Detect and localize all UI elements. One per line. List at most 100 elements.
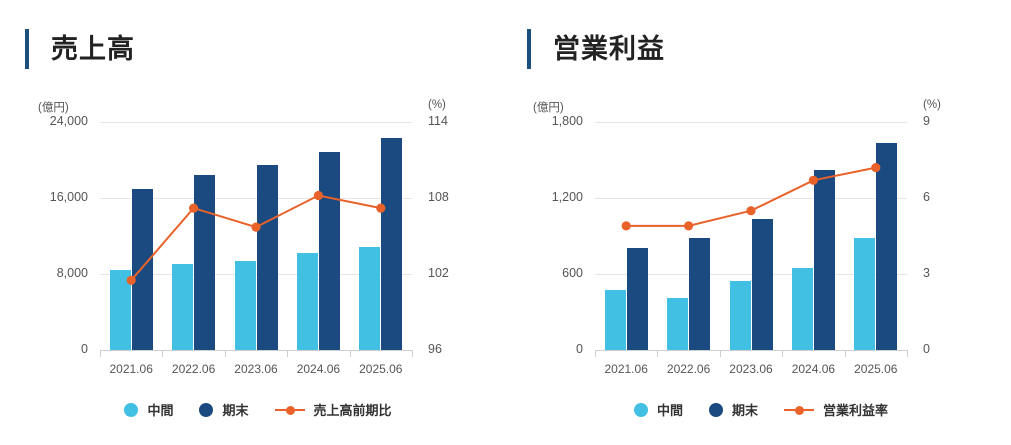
- y2-axis-tick-label: 6: [923, 190, 930, 204]
- legend-item[interactable]: 期末: [708, 400, 758, 419]
- legend-line-marker-icon: [274, 403, 305, 417]
- line-data-point: [684, 221, 694, 231]
- x-axis-baseline: [595, 350, 907, 351]
- bar-full-year: [627, 248, 648, 350]
- panel-header-operating-profit: 営業利益: [527, 27, 665, 71]
- gridline: [595, 122, 907, 123]
- y-axis-tick-label: 600: [562, 266, 583, 280]
- legend-dot-mid-icon: [124, 402, 139, 417]
- x-axis-tick: [350, 350, 351, 357]
- chart-panel-sales: 売上高 (億円) (%) 0 96 8,000 102 16,000 108 24,000 114…: [0, 0, 505, 445]
- accent-bar-icon: [527, 29, 531, 69]
- x-axis-tick: [100, 350, 101, 357]
- bar-mid-period: [235, 261, 256, 350]
- x-axis-baseline: [100, 350, 412, 351]
- gridline: [595, 274, 907, 275]
- legend-dot-end-icon: [708, 402, 723, 417]
- bar-full-year: [689, 238, 710, 350]
- x-axis-tick-label: 2025.06: [854, 362, 898, 376]
- gridline: [100, 122, 412, 123]
- y-axis-unit-left: (億円): [533, 102, 564, 114]
- legend-item-label: 営業利益率: [823, 403, 889, 418]
- bar-mid-period: [792, 268, 813, 350]
- x-axis-tick-label: 2022.06: [666, 362, 711, 376]
- bar-mid-period: [854, 238, 875, 350]
- x-axis-tick: [162, 350, 163, 357]
- x-axis-tick-label: 2024.06: [791, 362, 836, 376]
- x-axis-tick-label: 2021.06: [109, 362, 153, 376]
- x-axis-tick-label: 2023.06: [234, 362, 278, 376]
- panel-header-sales: 売上高: [25, 27, 135, 71]
- y2-axis-tick-label: 108: [428, 190, 449, 204]
- chart-panel-operating-profit: 営業利益 (億円) (%) 0 0 600 3 1,200 6 1,800 9 2021.06 202…: [505, 0, 1011, 445]
- page-title: 売上高: [51, 33, 135, 64]
- chart-plot-sales: (億円) (%) 0 96 8,000 102 16,000 108 24,000 114 2021…: [0, 0, 505, 445]
- y-axis-tick-label: 0: [576, 342, 583, 356]
- x-axis-tick-label: 2022.06: [171, 362, 216, 376]
- bar-mid-period: [110, 270, 131, 350]
- bar-mid-period: [297, 253, 318, 350]
- y2-axis-tick-label: 102: [428, 266, 449, 280]
- y2-axis-tick-label: 0: [923, 342, 930, 356]
- y2-axis-tick-label: 96: [428, 342, 442, 356]
- y-axis-unit-right: (%): [428, 99, 446, 111]
- legend-item-label: 期末: [731, 403, 758, 418]
- page-title: 営業利益: [553, 33, 665, 64]
- legend-dot-mid-icon: [633, 402, 648, 417]
- y2-axis-tick-label: 9: [923, 114, 930, 128]
- line-data-point: [746, 206, 756, 216]
- ratio-line-series: [126, 190, 386, 285]
- x-axis-tick-label: 2021.06: [604, 362, 648, 376]
- bar-full-year: [319, 152, 340, 350]
- legend-item-label: 売上高前期比: [313, 403, 392, 418]
- bar-mid-period: [667, 298, 688, 350]
- x-axis-tick-label: 2025.06: [359, 362, 403, 376]
- y-axis-unit-right: (%): [923, 99, 941, 111]
- legend-item-label: 期末: [222, 403, 249, 418]
- x-axis-tick: [782, 350, 783, 357]
- x-axis-tick: [657, 350, 658, 357]
- x-axis-tick-label: 2024.06: [296, 362, 341, 376]
- legend-item[interactable]: 中間: [633, 400, 683, 419]
- y-axis-tick-label: 1,200: [551, 190, 583, 204]
- legend-line-marker-icon: [784, 403, 814, 417]
- bar-mid-period: [605, 290, 626, 350]
- bar-mid-period: [730, 281, 751, 350]
- y-axis-unit-left: (億円): [38, 102, 69, 114]
- y-axis-tick-label: 0: [81, 342, 88, 356]
- chart-legend-sales: 中間 期末 売上高前期比: [92, 400, 424, 419]
- bar-full-year: [132, 189, 153, 350]
- x-axis-tick: [845, 350, 846, 357]
- accent-bar-icon: [25, 29, 29, 69]
- y-axis-tick-label: 16,000: [49, 190, 88, 204]
- bar-full-year: [752, 219, 773, 350]
- y-axis-tick-label: 24,000: [49, 114, 88, 128]
- chart-plot-operating-profit: (億円) (%) 0 0 600 3 1,200 6 1,800 9 2021.06 2022.06 2…: [505, 0, 1010, 445]
- x-axis-tick-label: 2023.06: [729, 362, 773, 376]
- y2-axis-tick-label: 3: [923, 266, 930, 280]
- y-axis-tick-label: 8,000: [56, 266, 88, 280]
- legend-dot-end-icon: [199, 402, 214, 417]
- bar-full-year: [876, 143, 897, 350]
- bar-mid-period: [172, 264, 193, 350]
- legend-item[interactable]: 営業利益率: [784, 400, 888, 419]
- bar-mid-period: [359, 247, 380, 350]
- x-axis-tick: [907, 350, 908, 357]
- bar-full-year: [381, 138, 402, 350]
- chart-legend-operating-profit: 中間 期末 営業利益率: [595, 400, 927, 419]
- legend-item[interactable]: 中間: [124, 400, 173, 419]
- x-axis-tick: [720, 350, 721, 357]
- x-axis-tick: [287, 350, 288, 357]
- bar-full-year: [257, 165, 278, 350]
- legend-item[interactable]: 期末: [199, 400, 249, 419]
- x-axis-tick: [225, 350, 226, 357]
- legend-item[interactable]: 売上高前期比: [274, 400, 392, 419]
- bar-full-year: [814, 170, 835, 350]
- y-axis-tick-label: 1,800: [551, 114, 583, 128]
- gridline: [595, 198, 907, 199]
- line-data-point: [621, 221, 631, 231]
- x-axis-tick: [595, 350, 596, 357]
- legend-item-label: 中間: [147, 403, 174, 418]
- y2-axis-tick-label: 114: [428, 114, 448, 128]
